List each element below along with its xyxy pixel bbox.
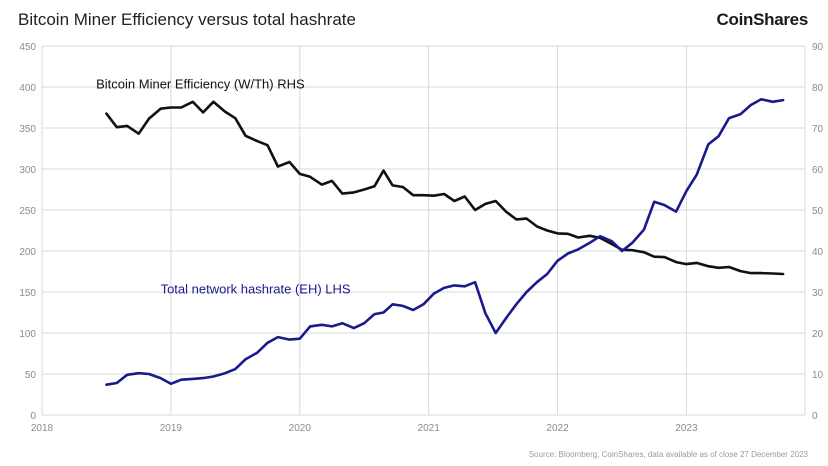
x-tick-label: 2023 — [675, 423, 698, 434]
x-tick-label: 2022 — [546, 423, 569, 434]
hashrate-line — [105, 98, 785, 387]
miner-efficiency-line — [105, 100, 785, 276]
y-left-tick-label: 350 — [19, 124, 36, 135]
y-left-tick-label: 400 — [19, 83, 36, 94]
y-right-tick-label: 30 — [812, 288, 824, 299]
y-left-tick-label: 300 — [19, 165, 36, 176]
y-left-tick-label: 250 — [19, 206, 36, 217]
y-right-tick-label: 90 — [812, 42, 824, 53]
y-right-tick-label: 10 — [812, 370, 824, 381]
y-right-tick-label: 80 — [812, 83, 824, 94]
x-tick-label: 2018 — [31, 423, 54, 434]
y-left-tick-label: 0 — [30, 411, 36, 422]
y-right-tick-label: 60 — [812, 165, 824, 176]
chart-title: Bitcoin Miner Efficiency versus total ha… — [18, 10, 356, 29]
series-annotations: Bitcoin Miner Efficiency (W/Th) RHS Total… — [96, 77, 351, 297]
hashrate-label: Total network hashrate (EH) LHS — [161, 282, 351, 297]
y-right-tick-label: 50 — [812, 206, 824, 217]
x-tick-label: 2019 — [160, 423, 183, 434]
y-right-tick-label: 20 — [812, 329, 824, 340]
y-right-tick-label: 0 — [812, 411, 818, 422]
y-left-tick-label: 450 — [19, 42, 36, 53]
y-left-tick-label: 50 — [25, 370, 37, 381]
y-right-tick-label: 40 — [812, 247, 824, 258]
axis-tick-labels: 0 0 50 10 100 20 150 30 200 40 250 50 300 60 350 70 400 8… — [19, 42, 823, 434]
y-left-tick-label: 100 — [19, 329, 36, 340]
y-left-tick-label: 200 — [19, 247, 36, 258]
miner-efficiency-label: Bitcoin Miner Efficiency (W/Th) RHS — [96, 77, 305, 92]
coinshares-logo: CoinShares — [716, 10, 809, 29]
y-right-tick-label: 70 — [812, 124, 824, 135]
source-note: Source: Bloomberg, CoinShares, data avai… — [528, 450, 808, 459]
grid-lines — [41, 45, 806, 416]
x-tick-label: 2020 — [289, 423, 312, 434]
y-left-tick-label: 150 — [19, 288, 36, 299]
series-lines — [105, 98, 785, 387]
x-tick-label: 2021 — [418, 423, 441, 434]
